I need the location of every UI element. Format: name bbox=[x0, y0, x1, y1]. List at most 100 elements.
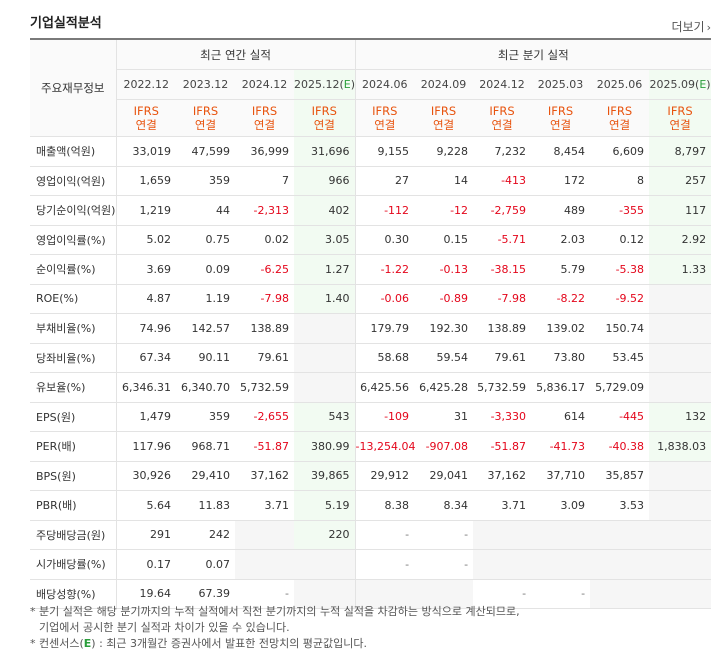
table-cell bbox=[531, 519, 591, 550]
table-cell bbox=[294, 579, 356, 609]
table-cell: 27 bbox=[354, 166, 415, 196]
table-cell: 5,729.09 bbox=[590, 372, 650, 403]
table-cell bbox=[354, 579, 415, 609]
table-cell: -7.98 bbox=[235, 284, 294, 314]
table-row: 순이익률(%) 3.69 0.09 -6.25 1.27 -1.22 -0.13 -38.15… bbox=[30, 254, 712, 285]
table-row: BPS(원) 30,926 29,410 37,162 39,865 29,912 29,0… bbox=[30, 461, 712, 491]
table-cell: 79.61 bbox=[235, 343, 294, 373]
table-cell: 1.19 bbox=[176, 284, 235, 314]
table-row: 시가배당률(%) 0.17 0.07 - - bbox=[30, 549, 712, 580]
table-cell: 192.30 bbox=[414, 313, 474, 344]
table-cell: 380.99 bbox=[294, 431, 356, 462]
table-cell: 9,228 bbox=[414, 136, 474, 167]
table-cell: 29,912 bbox=[354, 461, 415, 491]
table-cell: 5,732.59 bbox=[473, 372, 532, 403]
ifrs-header: IFRS 연결 bbox=[649, 99, 712, 137]
table-cell bbox=[649, 372, 712, 403]
table-row: 배당성향(%) 19.64 67.39- - - bbox=[30, 579, 712, 609]
table-cell: 968.71 bbox=[176, 431, 235, 462]
row-label: ROE(%) bbox=[30, 284, 117, 314]
table-cell: 0.17 bbox=[116, 549, 176, 580]
table-cell: 8,797 bbox=[649, 136, 712, 167]
ifrs-header: IFRS 연결 bbox=[531, 99, 591, 137]
ifrs-header: IFRS 연결 bbox=[473, 99, 532, 137]
table-cell: 37,162 bbox=[473, 461, 532, 491]
table-cell: 5.64 bbox=[116, 490, 176, 521]
ifrs-header: IFRS 연결 bbox=[176, 99, 235, 137]
estimate-mark: E bbox=[83, 637, 92, 650]
table-cell bbox=[590, 519, 650, 550]
table-cell: 1.27 bbox=[294, 254, 356, 285]
table-cell bbox=[649, 579, 712, 609]
more-label: 더보기 bbox=[671, 20, 705, 34]
table-cell: -51.87 bbox=[235, 431, 294, 462]
row-label: 유보율(%) bbox=[30, 372, 117, 403]
annual-group-header: 최근 연간 실적 bbox=[116, 40, 356, 70]
table-cell: 179.79 bbox=[354, 313, 415, 344]
row-label: PBR(배) bbox=[30, 490, 117, 521]
table-cell: 7 bbox=[235, 166, 294, 196]
table-cell: 67.39 bbox=[176, 579, 235, 609]
row-label: 배당성향(%) bbox=[30, 579, 117, 609]
table-cell: 1,479 bbox=[116, 401, 176, 432]
table-cell: 31 bbox=[414, 401, 474, 432]
table-row: 부채비율(%) 74.96 142.57 138.89 179.79 192.30 138.… bbox=[30, 313, 712, 344]
table-cell: 220 bbox=[294, 519, 356, 550]
table-cell bbox=[649, 549, 712, 580]
table-cell: 29,410 bbox=[176, 461, 235, 491]
table-row: 주당배당금(원) 291 242 220- - bbox=[30, 519, 712, 550]
table-cell: 90.11 bbox=[176, 343, 235, 373]
row-label: 당좌비율(%) bbox=[30, 343, 117, 373]
table-cell: 19.64 bbox=[116, 579, 176, 609]
table-cell: 0.30 bbox=[354, 224, 415, 255]
table-cell: 6,425.28 bbox=[414, 372, 474, 403]
table-cell: -1.22 bbox=[354, 254, 415, 285]
table-cell: 37,162 bbox=[235, 461, 294, 491]
period-header: 2025.09(E) bbox=[649, 69, 712, 100]
table-cell: 31,696 bbox=[294, 136, 356, 167]
ifrs-header: IFRS 연결 bbox=[235, 99, 294, 137]
table-cell bbox=[294, 372, 356, 403]
table-cell: - bbox=[531, 579, 591, 609]
period-header: 2024.09 bbox=[414, 69, 474, 100]
table-cell: -41.73 bbox=[531, 431, 591, 462]
table-row: 당좌비율(%) 67.34 90.11 79.61 58.68 59.54 79.61 73.… bbox=[30, 343, 712, 373]
table-cell: 150.74 bbox=[590, 313, 650, 344]
table-cell: -7.98 bbox=[473, 284, 532, 314]
table-row: 영업이익(억원) 1,659 359 7 966 27 14 -413 172 8 257 bbox=[30, 166, 712, 196]
period-header: 2024.12 bbox=[473, 69, 532, 100]
table-cell: 6,609 bbox=[590, 136, 650, 167]
table-cell: -109 bbox=[354, 401, 415, 432]
table-cell: 3.69 bbox=[116, 254, 176, 285]
table-cell: 3.05 bbox=[294, 224, 356, 255]
table-cell: 139.02 bbox=[531, 313, 591, 344]
row-label: 시가배당률(%) bbox=[30, 549, 117, 580]
table-cell: 1,659 bbox=[116, 166, 176, 196]
table-cell bbox=[414, 579, 474, 609]
ifrs-header: IFRS 연결 bbox=[354, 99, 415, 137]
table-cell: 359 bbox=[176, 401, 235, 432]
table-cell: 36,999 bbox=[235, 136, 294, 167]
table-cell bbox=[235, 519, 294, 550]
table-cell: -40.38 bbox=[590, 431, 650, 462]
table-row: PBR(배) 5.64 11.83 3.71 5.19 8.38 8.34 3.71 3.09 3… bbox=[30, 490, 712, 521]
note-line-2: 기업에서 공시한 분기 실적과 차이가 있을 수 있습니다. bbox=[39, 621, 290, 634]
table-cell: 0.02 bbox=[235, 224, 294, 255]
table-cell: -2,655 bbox=[235, 401, 294, 432]
table-cell: 4.87 bbox=[116, 284, 176, 314]
table-cell bbox=[531, 549, 591, 580]
table-cell: -112 bbox=[354, 195, 415, 226]
table-cell: -12 bbox=[414, 195, 474, 226]
quarter-group-header: 최근 분기 실적 bbox=[354, 40, 712, 70]
table-row: ROE(%) 4.87 1.19 -7.98 1.40 -0.06 -0.89 -7.98 -8… bbox=[30, 284, 712, 314]
table-cell: 2.03 bbox=[531, 224, 591, 255]
row-label: 순이익률(%) bbox=[30, 254, 117, 285]
table-cell: 0.07 bbox=[176, 549, 235, 580]
table-cell: -0.06 bbox=[354, 284, 415, 314]
chevron-right-icon: › bbox=[706, 21, 711, 34]
more-link[interactable]: 더보기 › bbox=[671, 18, 711, 35]
section-title: 기업실적분석 bbox=[30, 16, 102, 31]
table-cell: 5.19 bbox=[294, 490, 356, 521]
table-cell: 67.34 bbox=[116, 343, 176, 373]
footnotes: * 분기 실적은 해당 분기까지의 누적 실적에서 직전 분기까지의 누적 실적… bbox=[30, 604, 520, 652]
